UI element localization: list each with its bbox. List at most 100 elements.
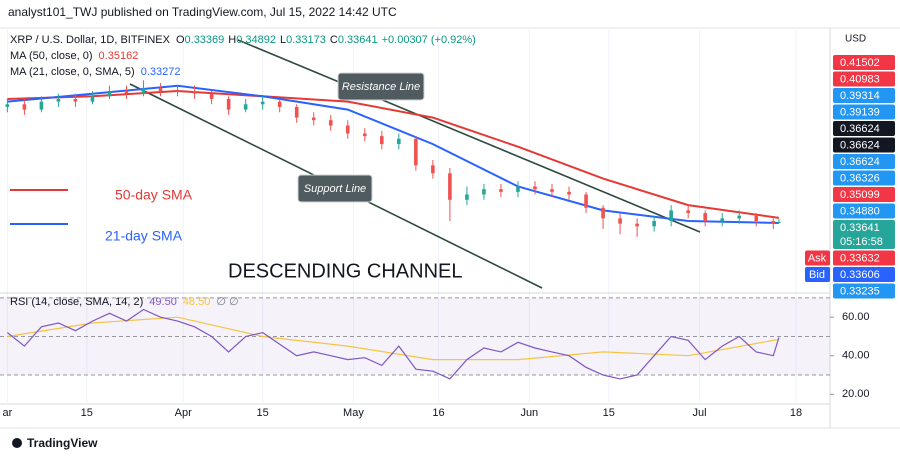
price-label-bg [833,283,895,299]
footer: TradingView [27,436,98,450]
support-label: Support Line [304,183,366,195]
ma-legend: MA (50, close, 0) 0.35162 [10,50,138,62]
price-label-timer: 05:16:58 [840,236,883,248]
candle-body [192,91,197,94]
price-label: 0.36326 [840,172,880,184]
channel-label: DESCENDING CHANNEL [228,260,462,282]
candle-body [362,133,367,137]
candle-body [584,194,588,208]
candle-body [345,125,350,134]
candle-body [380,136,384,145]
price-label: 0.35099 [840,189,880,201]
ma-value: 0.33272 [141,66,181,78]
x-tick-label: 15 [257,407,269,419]
candle-body [90,96,95,102]
candle-body [431,165,435,174]
resistance-label: Resistance Line [342,81,420,93]
candle-body [158,88,163,92]
price-label: 0.33632 [840,252,880,264]
candle-body [73,98,78,102]
candle-body [550,189,554,192]
price-label: 0.41502 [840,57,880,69]
x-tick-label: ar [2,407,12,419]
ma-name: MA (50, close, 0) [10,50,93,62]
candle-body [669,210,673,222]
candle-body [652,221,656,227]
candle-body [294,106,299,118]
price-label: 0.39314 [840,90,880,102]
price-label: 0.36624 [840,139,880,151]
price-label-bg [833,203,895,219]
price-label: 0.36624 [840,123,880,135]
ma-line [7,84,779,224]
symbol: XRP / U.S. Dollar, 1D, BITFINEX [10,34,171,46]
candle-body [686,210,690,214]
candle-body [311,117,316,121]
rsi-legend: RSI (14, close, SMA, 14, 2) 49.50 48.50 ∅ ∅ [10,296,239,308]
x-tick-label: 15 [81,407,93,419]
price-label-bg [833,220,895,249]
candle-body [771,221,776,224]
ohlc-key: H [228,34,236,46]
candle-body [277,101,282,107]
price-label: 0.33606 [840,269,880,281]
x-tick-label: Jul [692,407,706,419]
price-label-bg [833,104,895,120]
price-label-bg [833,88,895,103]
sma21-label: 21-day SMA [105,228,183,244]
price-label-bg [833,55,895,70]
ma-legend: MA (21, close, 0, SMA, 5) 0.33272 [10,66,180,78]
rsi-value: 49.50 [149,296,177,308]
resistance-line [237,39,701,233]
sma50-label: 50-day SMA [115,187,193,203]
x-tick-label: Jun [520,407,538,419]
support-callout [297,174,373,203]
rsi-sma-line [7,316,780,361]
candle-body [737,215,742,219]
candle-body [499,189,503,192]
x-tick-label: 16 [432,407,444,419]
price-label: 0.39139 [840,106,880,118]
candle-body [5,104,10,107]
ohlc-key: C [330,34,338,46]
price-label-bg [833,71,895,87]
candle-body [124,91,129,94]
candle-body [141,88,146,94]
header: analyst101_TWJ published on TradingView.… [8,5,397,19]
rsi-line [7,308,780,380]
price-tag: Bid [809,269,825,281]
price-label-bg [833,121,895,136]
price-label-bg [833,137,895,153]
candle-body [516,186,520,192]
currency: USD [845,34,866,45]
candle-body [56,98,61,102]
candle-body [618,218,622,224]
candle-body [635,223,639,227]
candle-body [397,138,401,145]
x-tick-label: 18 [790,407,802,419]
x-tick-label: May [343,407,364,419]
price-tag-bg [805,267,830,282]
candle-body [175,91,180,93]
ma-name: MA (21, close, 0, SMA, 5) [10,66,135,78]
candle-body [226,98,231,110]
price-label-bg [833,154,895,169]
x-tick-label: 15 [603,407,615,419]
rsi-name: RSI (14, close, SMA, 14, 2) [10,296,143,308]
price-label: 0.33235 [840,285,880,297]
candle-body [754,215,759,222]
price-tag: Ask [808,252,827,264]
candle-body [465,194,469,200]
rsi-tick-label: 60.00 [842,311,870,323]
candle-body [107,91,112,97]
rsi-tick-label: 40.00 [842,350,870,362]
price-label-bg [833,267,895,282]
change: +0.00307 (+0.92%) [382,34,476,46]
rsi-tail: ∅ ∅ [216,296,238,308]
candle-body [482,189,486,195]
candle-body [448,173,452,200]
rsi-sma-value: 48.50 [183,296,211,308]
candle-body [22,104,27,110]
